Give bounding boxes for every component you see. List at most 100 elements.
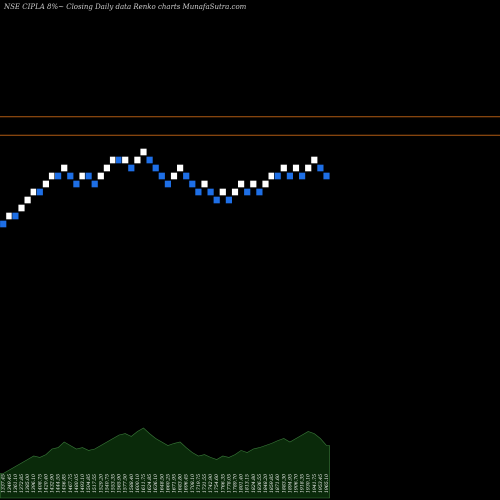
renko-brick-29 [176, 164, 184, 172]
renko-brick-2 [11, 212, 20, 220]
renko-brick-46 [280, 164, 288, 172]
renko-brick-22 [133, 156, 142, 164]
tick-label-2: 1361.10 [13, 474, 19, 493]
renko-brick-13 [78, 172, 87, 180]
tick-label-35: 1754.60 [214, 474, 220, 493]
renko-brick-7 [42, 180, 50, 188]
renko-brick-41 [249, 180, 257, 188]
tick-label-34: 1742.90 [208, 474, 214, 493]
renko-brick-0 [0, 220, 7, 228]
renko-brick-10 [60, 164, 68, 172]
renko-brick-14 [84, 172, 93, 180]
renko-brick-32 [194, 188, 203, 196]
tick-label-50: 1930.10 [306, 474, 312, 493]
tick-label-47: 1894.95 [287, 474, 293, 493]
renko-brick-23 [139, 148, 148, 156]
tick-label-4: 1385.00 [25, 474, 31, 493]
renko-brick-25 [152, 164, 160, 172]
renko-brick-40 [243, 188, 251, 196]
tick-label-42: 1836.55 [257, 474, 263, 493]
renko-brick-11 [66, 172, 75, 180]
renko-brick-50 [304, 164, 312, 172]
tick-label-13: 1493.10 [80, 474, 86, 493]
tick-label-10: 1456.85 [62, 474, 68, 493]
tick-label-40: 1813.15 [245, 474, 251, 493]
tick-label-7: 1420.40 [43, 474, 49, 493]
tick-label-45: 1871.60 [275, 474, 281, 493]
renko-brick-35 [213, 196, 221, 204]
renko-brick-53 [322, 172, 331, 180]
tick-label-12: 1480.05 [74, 474, 80, 493]
tick-label-32: 1719.75 [196, 474, 202, 493]
tick-label-5: 1396.10 [31, 474, 37, 493]
renko-brick-49 [298, 172, 306, 180]
renko-brick-15 [91, 180, 99, 188]
renko-brick-20 [121, 156, 129, 164]
renko-brick-52 [316, 164, 325, 172]
tick-label-27: 1660.25 [165, 474, 171, 493]
tick-label-19: 1565.90 [117, 474, 123, 493]
volume-area-path [0, 427, 330, 499]
tick-label-39: 1801.40 [239, 474, 245, 493]
tick-label-21: 1588.40 [129, 474, 135, 493]
tick-label-17: 1540.75 [104, 474, 110, 493]
tick-label-18: 1553.35 [111, 474, 117, 493]
tick-label-15: 1517.55 [92, 474, 98, 493]
tick-label-8: 1432.90 [50, 474, 56, 493]
renko-brick-42 [255, 188, 264, 196]
renko-brick-18 [109, 156, 117, 164]
tick-label-29: 1683.80 [178, 474, 184, 493]
renko-brick-5 [29, 188, 38, 196]
renko-brick-21 [127, 164, 136, 172]
tick-label-48: 1906.70 [294, 474, 300, 493]
renko-brick-47 [286, 172, 294, 180]
tick-label-14: 1504.85 [86, 474, 92, 493]
tick-label-28: 1671.95 [172, 474, 178, 493]
tick-label-25: 1636.10 [153, 474, 159, 493]
renko-brick-34 [206, 188, 215, 196]
renko-brick-8 [48, 172, 56, 180]
renko-brick-6 [36, 188, 44, 196]
tick-label-22: 1600.10 [135, 474, 141, 493]
renko-brick-38 [231, 188, 239, 196]
renko-brick-43 [261, 180, 270, 188]
renko-brick-16 [97, 172, 105, 180]
renko-brick-39 [237, 180, 245, 188]
tick-label-37: 1778.05 [226, 474, 232, 493]
tick-label-44: 1859.85 [269, 474, 275, 493]
tick-label-52: 1953.45 [318, 474, 324, 493]
renko-bricks [0, 148, 331, 228]
tick-label-46: 1883.30 [281, 474, 287, 493]
tick-label-20: 1577.50 [123, 474, 129, 493]
tick-label-6: 1408.75 [37, 474, 43, 493]
tick-label-1: 1349.45 [7, 474, 13, 493]
chart-title: NSE CIPLA 8%~ Closing Daily data Renko c… [4, 3, 247, 11]
tick-label-43: 1848.20 [263, 474, 269, 493]
renko-brick-45 [273, 172, 282, 180]
tick-label-30: 1696.45 [184, 474, 190, 493]
renko-brick-51 [310, 156, 318, 164]
renko-brick-37 [225, 196, 233, 204]
tick-label-23: 1611.75 [141, 474, 147, 493]
tick-label-36: 1766.35 [220, 474, 226, 493]
reference-lines [0, 116, 500, 136]
renko-brick-28 [170, 172, 178, 180]
tick-label-38: 1789.70 [233, 474, 239, 493]
renko-brick-19 [115, 156, 123, 164]
renko-brick-31 [188, 180, 196, 188]
tick-labels: 1337.45 1349.45 1361.10 1372.85 1385.00 1396.… [1, 474, 330, 493]
renko-brick-33 [200, 180, 209, 188]
renko-brick-3 [17, 204, 26, 212]
tick-label-51: 1941.75 [312, 474, 318, 493]
tick-label-0: 1337.45 [1, 474, 7, 493]
renko-brick-48 [292, 164, 300, 172]
tick-label-9: 1444.55 [56, 474, 62, 493]
renko-brick-30 [182, 172, 190, 180]
tick-label-24: 1624.85 [147, 474, 153, 493]
renko-brick-1 [5, 212, 14, 220]
tick-label-31: 1708.10 [190, 474, 196, 493]
volume-area [0, 427, 330, 499]
tick-label-41: 1824.80 [251, 474, 257, 493]
